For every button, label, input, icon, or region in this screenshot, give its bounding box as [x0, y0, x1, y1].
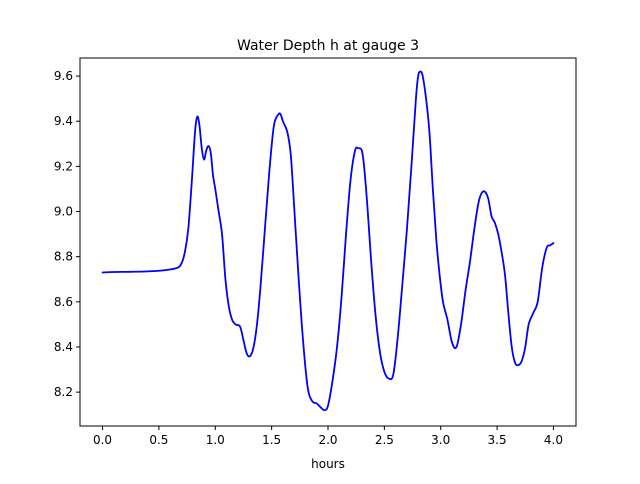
x-tick-label: 0.0 — [93, 433, 112, 447]
x-tick-label: 2.0 — [318, 433, 337, 447]
plot-area — [101, 70, 555, 412]
y-tick-label: 9.2 — [54, 159, 73, 173]
x-tick-label: 1.0 — [206, 433, 225, 447]
y-tick-label: 8.2 — [54, 385, 73, 399]
y-tick-label: 9.0 — [54, 205, 73, 219]
x-tick-label: 3.5 — [488, 433, 507, 447]
y-axis-ticks: 8.2 8.4 8.6 8.8 9.0 9.2 9.4 9.6 — [54, 69, 80, 399]
x-axis-label: hours — [311, 457, 345, 471]
y-tick-label: 8.8 — [54, 250, 73, 264]
x-tick-label: 4.0 — [544, 433, 563, 447]
x-tick-label: 1.5 — [262, 433, 281, 447]
x-tick-label: 0.5 — [149, 433, 168, 447]
y-tick-label: 9.4 — [54, 114, 73, 128]
y-tick-label: 8.4 — [54, 340, 73, 354]
x-axis-ticks: 0.0 0.5 1.0 1.5 2.0 2.5 3.0 3.5 4.0 — [93, 426, 563, 447]
x-tick-label: 3.0 — [431, 433, 450, 447]
y-tick-label: 9.6 — [54, 69, 73, 83]
series-line — [101, 70, 555, 412]
x-tick-label: 2.5 — [375, 433, 394, 447]
chart-title: Water Depth h at gauge 3 — [237, 38, 419, 54]
y-tick-label: 8.6 — [54, 295, 73, 309]
